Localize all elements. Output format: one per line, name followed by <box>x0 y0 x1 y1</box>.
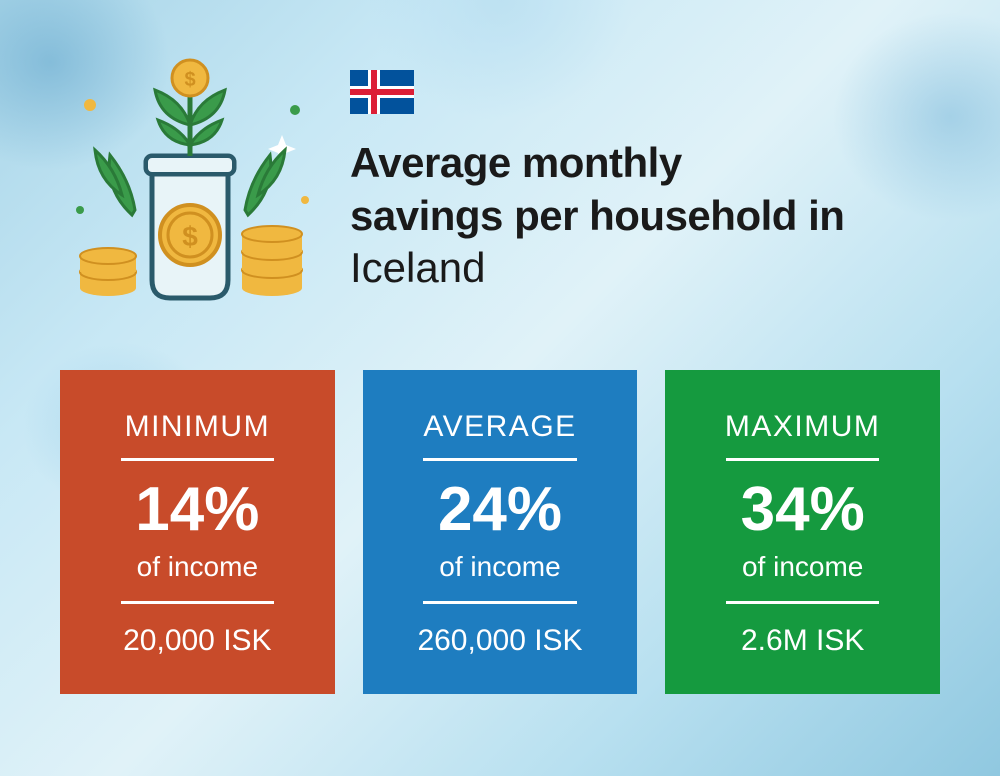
stat-card-minimum: MINIMUM 14% of income 20,000 ISK <box>60 370 335 694</box>
divider <box>121 458 274 461</box>
card-label: MINIMUM <box>88 410 307 444</box>
card-subtext: of income <box>693 551 912 583</box>
stat-card-average: AVERAGE 24% of income 260,000 ISK <box>363 370 638 694</box>
title-country: Iceland <box>350 242 940 295</box>
card-amount: 2.6M ISK <box>693 624 912 658</box>
title-block: Average monthly savings per household in… <box>350 50 940 295</box>
divider <box>423 458 576 461</box>
divider <box>726 458 879 461</box>
stat-cards: MINIMUM 14% of income 20,000 ISK AVERAGE… <box>0 340 1000 744</box>
card-amount: 260,000 ISK <box>391 624 610 658</box>
card-percent: 34% <box>693 479 912 541</box>
title-line-1: Average monthly <box>350 137 940 190</box>
card-label: MAXIMUM <box>693 410 912 444</box>
card-percent: 24% <box>391 479 610 541</box>
stat-card-maximum: MAXIMUM 34% of income 2.6M ISK <box>665 370 940 694</box>
header: $ $ Average monthly savings per house <box>0 0 1000 340</box>
svg-text:$: $ <box>182 221 198 252</box>
card-subtext: of income <box>88 551 307 583</box>
iceland-flag-icon <box>350 70 414 114</box>
savings-jar-illustration: $ $ <box>60 50 320 310</box>
divider <box>121 601 274 604</box>
title-line-2: savings per household in <box>350 190 940 243</box>
card-subtext: of income <box>391 551 610 583</box>
card-amount: 20,000 ISK <box>88 624 307 658</box>
card-percent: 14% <box>88 479 307 541</box>
divider <box>726 601 879 604</box>
divider <box>423 601 576 604</box>
card-label: AVERAGE <box>391 410 610 444</box>
svg-text:$: $ <box>184 69 195 91</box>
